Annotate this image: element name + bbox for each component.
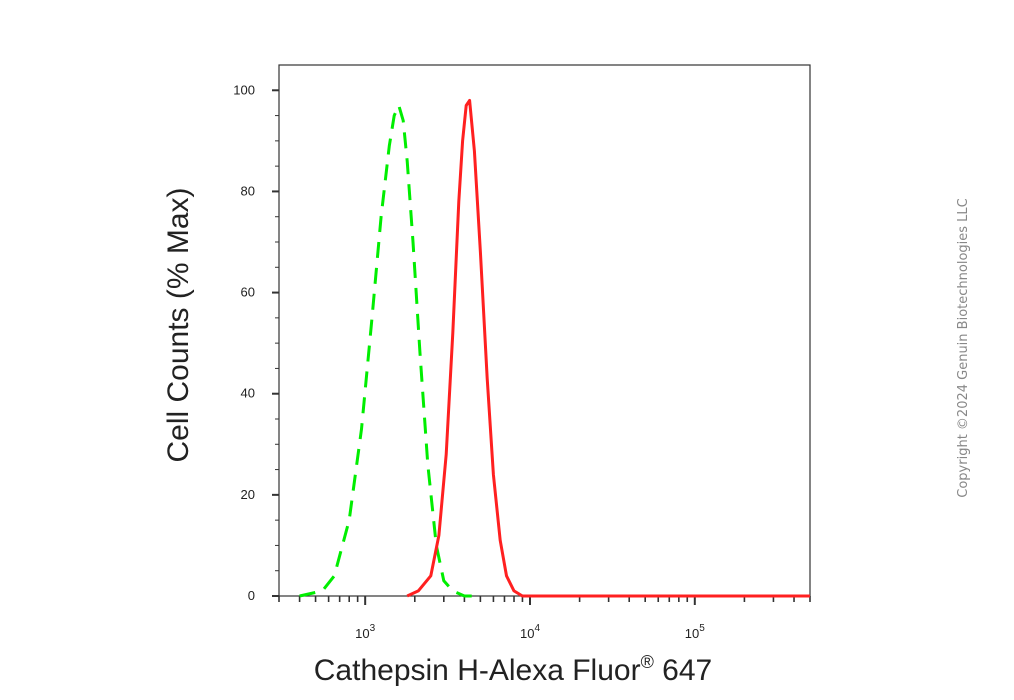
- x-axis-label: Cathepsin H-Alexa Fluor® 647: [314, 652, 712, 687]
- y-tick-label: 80: [241, 183, 255, 198]
- y-tick-label: 20: [241, 487, 255, 502]
- y-tick-label: 40: [241, 386, 255, 401]
- y-axis-label: Cell Counts (% Max): [162, 187, 195, 462]
- series-line-1: [299, 104, 481, 598]
- x-tick-label: 104: [520, 623, 540, 641]
- copyright-text: Copyright ©2024 Genuin Biotechnologies L…: [956, 198, 971, 497]
- x-tick-label: 105: [685, 623, 705, 641]
- x-axis-label-suffix: 647: [654, 654, 712, 687]
- series-layer: [299, 98, 810, 598]
- y-tick-label: 60: [241, 285, 255, 300]
- plot-frame: [278, 64, 811, 597]
- x-axis-label-main: Cathepsin H-Alexa Fluor: [314, 654, 641, 687]
- y-tick-label: 100: [233, 82, 255, 97]
- y-axis: 0 20 40 60 80 100: [233, 82, 279, 603]
- x-axis: 103 104 105: [278, 596, 811, 641]
- x-tick-label: 103: [355, 623, 375, 641]
- series-line-2: [406, 98, 810, 598]
- y-tick-label: 0: [248, 588, 255, 603]
- x-axis-label-registered: ®: [641, 652, 654, 672]
